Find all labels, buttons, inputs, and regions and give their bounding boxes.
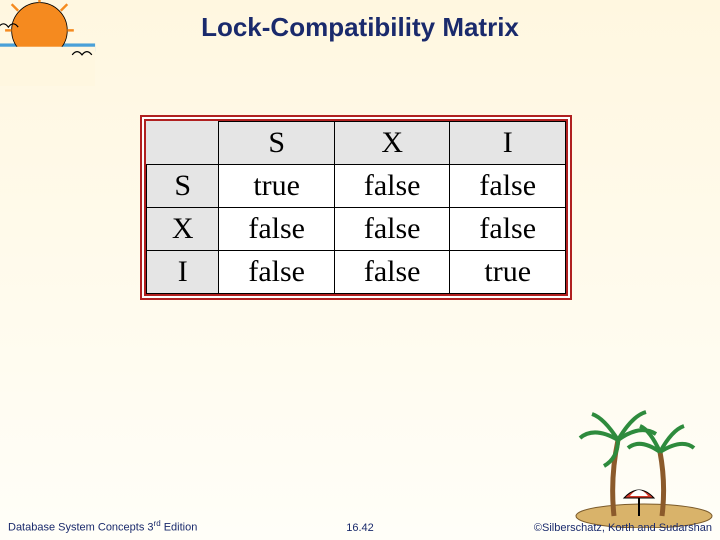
table-corner <box>147 122 219 165</box>
row-header: S <box>147 165 219 208</box>
footer-page-number: 16.42 <box>346 522 374 534</box>
footer-left: Database System Concepts 3rd Edition <box>8 519 197 534</box>
table-cell: true <box>219 165 335 208</box>
col-header: S <box>219 122 335 165</box>
footer-edition: Edition <box>161 522 198 534</box>
page-title: Lock-Compatibility Matrix <box>0 12 720 43</box>
table-cell: false <box>334 208 450 251</box>
table-cell: false <box>334 251 450 294</box>
island-decoration <box>544 408 714 528</box>
table-cell: false <box>219 208 335 251</box>
table-cell: false <box>450 208 566 251</box>
footer-ordinal: rd <box>154 519 161 528</box>
footer-book-title: Database System Concepts 3 <box>8 522 154 534</box>
lock-compatibility-table: S X I S true false false X false false f… <box>146 121 566 294</box>
col-header: I <box>450 122 566 165</box>
footer-copyright: ©Silberschatz, Korth and Sudarshan <box>534 522 712 534</box>
table-cell: false <box>334 165 450 208</box>
lock-compatibility-table-frame: S X I S true false false X false false f… <box>140 115 572 300</box>
slide-footer: Database System Concepts 3rd Edition 16.… <box>8 519 712 534</box>
row-header: I <box>147 251 219 294</box>
col-header: X <box>334 122 450 165</box>
table-cell: false <box>219 251 335 294</box>
table-cell: false <box>450 165 566 208</box>
row-header: X <box>147 208 219 251</box>
table-cell: true <box>450 251 566 294</box>
